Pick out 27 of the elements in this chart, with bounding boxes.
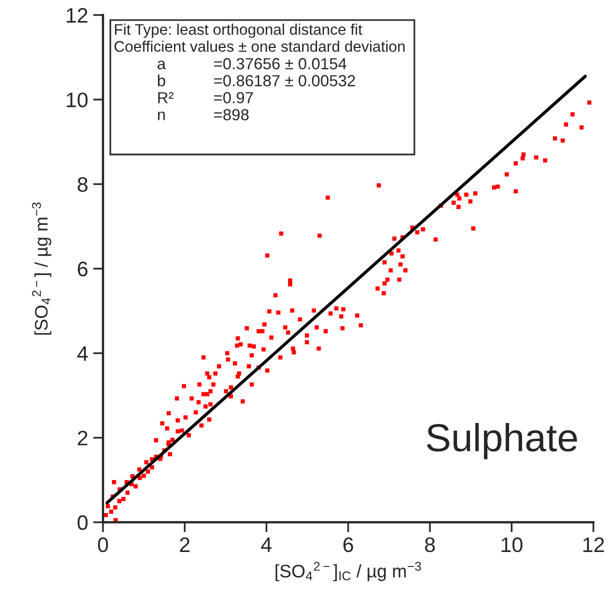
y-axis-title: [SO$_{4}$$^{2−}$] / µg m$^{−3}$ [32, 202, 52, 335]
annotation: Sulphate [426, 422, 577, 460]
x-tick-label: 2 [180, 537, 190, 552]
x-tick-label: 8 [425, 537, 435, 552]
y-tick-label: 8 [78, 177, 88, 192]
x-tick-label: 12 [583, 537, 604, 552]
annotation: =898 [214, 109, 249, 120]
x-tick-label: 0 [98, 537, 108, 552]
annotation: b [158, 74, 166, 86]
x-axis-title: [SO$_{4}$$^{2−}$]$_{IC}$ / µg m$^{−3}$ [276, 562, 421, 582]
annotation: =0.37656 ± 0.0154 [214, 58, 346, 70]
y-tick-label: 12 [66, 8, 88, 23]
annotation: =0.97 [214, 92, 253, 104]
annotation: Fit Type: least orthogonal distance fit [115, 24, 362, 38]
x-tick-label: 4 [261, 538, 272, 552]
y-tick-label: 2 [78, 430, 88, 446]
y-tick-label: 0 [78, 515, 88, 530]
y-tick-label: 6 [78, 262, 88, 276]
x-tick-label: 6 [343, 537, 354, 552]
annotation: Coefficient values ± one standard deviation [114, 40, 405, 52]
y-tick-label: 10 [66, 92, 88, 108]
y-tick-label: 4 [77, 346, 88, 361]
annotation: n [158, 112, 165, 120]
annotation: a [158, 60, 166, 70]
annotation: =0.86187 ± 0.00532 [214, 75, 355, 86]
annotation: R² [158, 92, 174, 104]
x-tick-label: 10 [502, 537, 522, 552]
